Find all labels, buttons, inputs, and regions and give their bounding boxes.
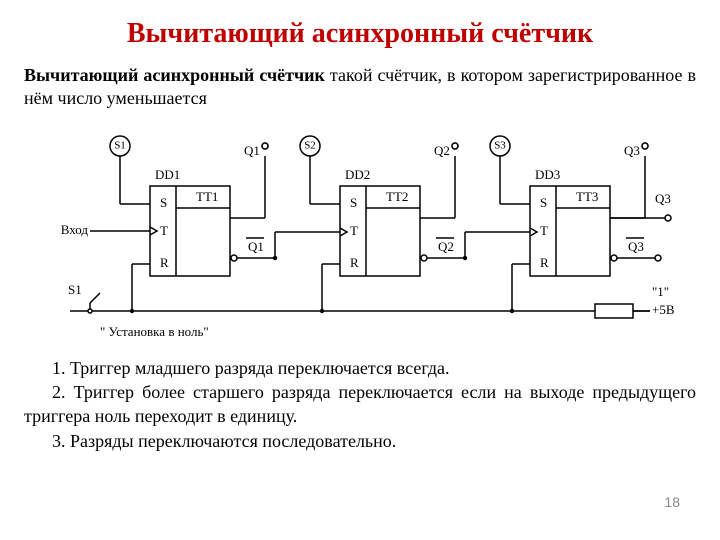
svg-text:S: S bbox=[160, 195, 167, 210]
svg-text:Q1: Q1 bbox=[248, 239, 264, 254]
note-1: 1. Триггер младшего разряда переключаетс… bbox=[24, 356, 696, 380]
notes-section: 1. Триггер младшего разряда переключаетс… bbox=[24, 356, 696, 453]
svg-text:Вход: Вход bbox=[61, 222, 89, 237]
svg-text:T: T bbox=[160, 223, 168, 238]
svg-text:R: R bbox=[160, 255, 169, 270]
svg-text:Q3: Q3 bbox=[628, 239, 644, 254]
svg-text:DD2: DD2 bbox=[345, 167, 370, 182]
svg-text:S2: S2 bbox=[304, 139, 316, 151]
svg-text:DD1: DD1 bbox=[155, 167, 180, 182]
svg-text:+5В: +5В bbox=[652, 302, 675, 317]
note-3: 3. Разряды переключаются последовательно… bbox=[24, 429, 696, 453]
circuit-diagram: +5В"1"" Установка в ноль"S1ВходDD1TT1STR… bbox=[24, 121, 696, 356]
note-2: 2. Триггер более старшего разряда перекл… bbox=[24, 380, 696, 429]
intro-term: Вычитающий асинхронный счётчик bbox=[24, 65, 325, 85]
page-title: Вычитающий асинхронный счётчик bbox=[24, 18, 696, 50]
svg-text:S1: S1 bbox=[68, 282, 82, 297]
svg-text:Q3: Q3 bbox=[655, 191, 671, 206]
svg-text:TT1: TT1 bbox=[196, 189, 218, 204]
svg-text:Q3: Q3 bbox=[624, 143, 640, 158]
svg-text:S1: S1 bbox=[114, 139, 126, 151]
svg-text:DD3: DD3 bbox=[535, 167, 560, 182]
svg-text:TT3: TT3 bbox=[576, 189, 598, 204]
svg-text:" Установка в ноль": " Установка в ноль" bbox=[100, 324, 209, 339]
svg-text:R: R bbox=[540, 255, 549, 270]
intro-text: Вычитающий асинхронный счётчик такой счё… bbox=[24, 64, 696, 111]
svg-text:TT2: TT2 bbox=[386, 189, 408, 204]
svg-text:"1": "1" bbox=[652, 284, 669, 299]
svg-text:S: S bbox=[350, 195, 357, 210]
svg-text:Q2: Q2 bbox=[438, 239, 454, 254]
svg-text:S: S bbox=[540, 195, 547, 210]
svg-text:T: T bbox=[540, 223, 548, 238]
svg-text:R: R bbox=[350, 255, 359, 270]
svg-text:T: T bbox=[350, 223, 358, 238]
page-number: 18 bbox=[664, 494, 680, 510]
svg-text:S3: S3 bbox=[494, 139, 506, 151]
svg-text:Q1: Q1 bbox=[244, 143, 260, 158]
svg-text:Q2: Q2 bbox=[434, 143, 450, 158]
